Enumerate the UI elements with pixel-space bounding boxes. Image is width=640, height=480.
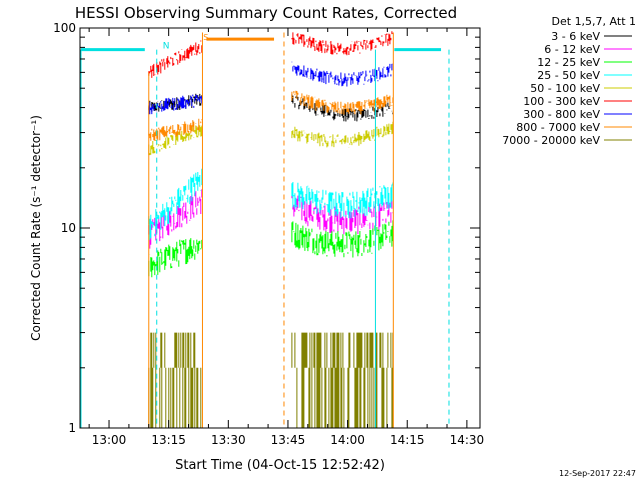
x-tick-label-6: 14:15 — [390, 433, 425, 447]
x-tick-label-1: 13:00 — [92, 433, 127, 447]
y-tick-label-1: 1 — [68, 421, 76, 435]
legend-label-4: 25 - 50 keV — [537, 69, 600, 82]
series-3-trace-2 — [291, 220, 394, 258]
x-tick-label-3: 13:30 — [211, 433, 246, 447]
legend-label-5: 50 - 100 keV — [530, 82, 600, 95]
plot-area: NS — [80, 31, 450, 428]
series-4 — [148, 168, 394, 240]
series-9-trace-2 — [291, 332, 394, 428]
legend-label-9: 7000 - 20000 keV — [502, 134, 600, 147]
legend-title: Det 1,5,7, Att 1 — [552, 15, 636, 28]
flag-label-s: S — [203, 33, 208, 42]
legend-label-2: 6 - 12 keV — [544, 43, 600, 56]
y-tick-label-3: 100 — [53, 21, 76, 35]
flag-label-n: N — [163, 42, 170, 52]
x-tick-label-5: 14:00 — [330, 433, 365, 447]
series-9 — [148, 332, 394, 428]
chart-title: HESSI Observing Summary Count Rates, Cor… — [75, 4, 457, 22]
series-7-trace-2 — [291, 61, 394, 87]
legend-label-6: 100 - 300 keV — [523, 95, 600, 108]
axes: 13:00 13:15 13:30 13:45 14:00 14:15 14:30 1 10 10… — [53, 21, 484, 447]
x-tick-label-4: 13:45 — [271, 433, 306, 447]
y-tick-label-2: 10 — [61, 221, 76, 235]
x-tick-label-7: 14:30 — [450, 433, 485, 447]
legend-label-3: 12 - 25 keV — [537, 56, 600, 69]
y-axis-label: Corrected Count Rate (s⁻¹ detector⁻¹) — [29, 115, 43, 341]
legend-label-8: 800 - 7000 keV — [516, 121, 600, 134]
series-4-trace-2 — [291, 182, 394, 219]
series-6 — [148, 31, 394, 78]
legend-label-7: 300 - 800 keV — [523, 108, 600, 121]
series-5-trace-2 — [291, 121, 394, 148]
x-tick-label-2: 13:15 — [151, 433, 186, 447]
series-6-trace-2 — [291, 31, 394, 56]
render-timestamp: 12-Sep-2017 22:47 — [559, 469, 636, 478]
series-8-trace-2 — [291, 90, 394, 115]
series-3 — [148, 220, 394, 278]
x-axis-label: Start Time (04-Oct-15 12:52:42) — [175, 458, 385, 473]
legend-label-1: 3 - 6 keV — [551, 30, 600, 43]
